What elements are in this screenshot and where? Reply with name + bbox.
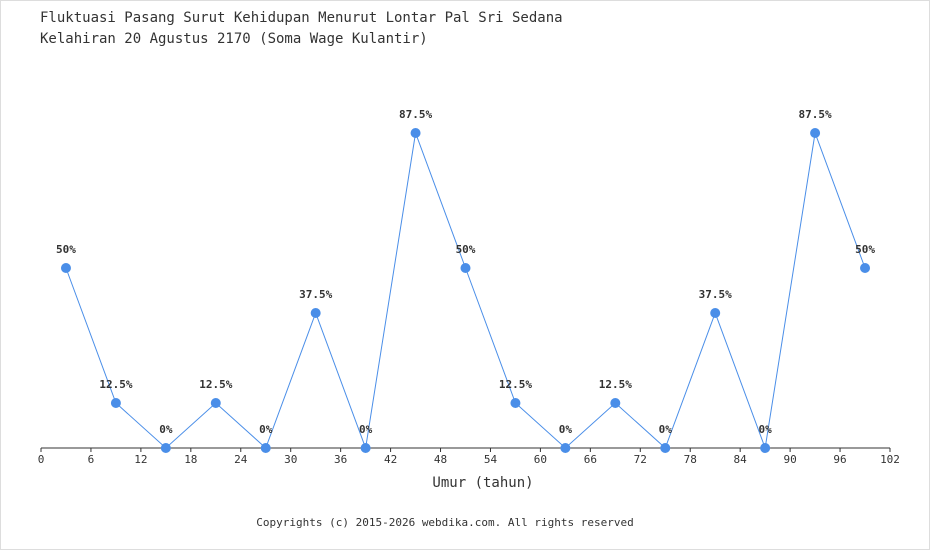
point	[760, 443, 771, 453]
point	[60, 263, 71, 273]
point	[410, 128, 421, 138]
point	[810, 128, 821, 138]
x-tick-label: 42	[384, 453, 397, 466]
data-label: 87.5%	[799, 108, 832, 121]
data-label: 12.5%	[199, 378, 232, 391]
data-label: 12.5%	[99, 378, 132, 391]
x-tick-label: 54	[484, 453, 498, 466]
data-label: 12.5%	[499, 378, 532, 391]
data-label: 37.5%	[699, 288, 732, 301]
x-tick-label: 30	[284, 453, 297, 466]
chart-subtitle: Kelahiran 20 Agustus 2170 (Soma Wage Kul…	[40, 31, 428, 47]
point	[510, 398, 521, 408]
data-label: 50%	[56, 243, 76, 256]
data-label: 50%	[855, 243, 875, 256]
x-tick-label: 24	[234, 453, 248, 466]
x-tick-label: 96	[833, 453, 846, 466]
x-tick-label: 102	[880, 453, 900, 466]
point	[210, 398, 221, 408]
x-tick-label: 6	[88, 453, 95, 466]
data-label: 12.5%	[599, 378, 632, 391]
data-label: 87.5%	[399, 108, 432, 121]
point	[560, 443, 571, 453]
data-label: 0%	[359, 423, 373, 436]
data-label: 0%	[559, 423, 573, 436]
x-tick-label: 48	[434, 453, 447, 466]
data-label: 37.5%	[299, 288, 332, 301]
chart-title: Fluktuasi Pasang Surut Kehidupan Menurut…	[40, 10, 563, 26]
x-tick-label: 36	[334, 453, 347, 466]
x-tick-label: 90	[783, 453, 796, 466]
x-tick-label: 18	[184, 453, 197, 466]
point	[310, 308, 321, 318]
point	[360, 443, 371, 453]
point	[460, 263, 471, 273]
x-tick-label: 12	[134, 453, 147, 466]
point	[260, 443, 271, 453]
footer: Copyrights (c) 2015-2026 webdika.com. Al…	[256, 516, 634, 529]
point	[710, 308, 721, 318]
x-tick-label: 0	[38, 453, 45, 466]
data-label: 50%	[456, 243, 476, 256]
x-tick-label: 84	[734, 453, 748, 466]
data-label: 0%	[259, 423, 273, 436]
data-label: 0%	[659, 423, 673, 436]
data-label: 0%	[759, 423, 773, 436]
x-tick-label: 60	[534, 453, 547, 466]
data-label: 0%	[159, 423, 173, 436]
point	[660, 443, 671, 453]
x-tick-label: 78	[684, 453, 697, 466]
point	[110, 398, 121, 408]
point	[860, 263, 871, 273]
x-tick-label: 72	[634, 453, 647, 466]
x-axis-label: Umur (tahun)	[432, 475, 533, 491]
point	[610, 398, 621, 408]
point	[160, 443, 171, 453]
x-tick-label: 66	[584, 453, 597, 466]
